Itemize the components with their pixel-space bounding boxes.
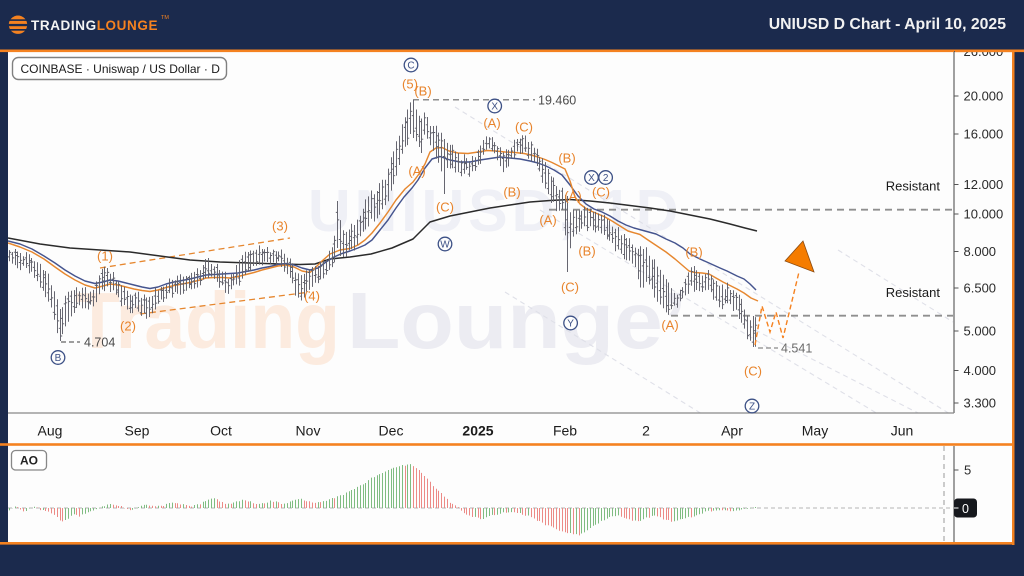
svg-text:Apr: Apr	[721, 423, 743, 439]
svg-text:(C): (C)	[436, 200, 454, 215]
svg-text:(C): (C)	[561, 280, 579, 295]
svg-text:AO: AO	[20, 454, 38, 468]
svg-text:COINBASE · Uniswap / US Dollar: COINBASE · Uniswap / US Dollar · D	[21, 62, 221, 76]
svg-text:10.000: 10.000	[964, 207, 1004, 222]
svg-text:(C): (C)	[515, 120, 533, 135]
svg-text:(B): (B)	[558, 151, 575, 166]
svg-text:2: 2	[642, 423, 650, 439]
svg-text:Trading: Trading	[75, 276, 340, 365]
svg-text:X: X	[588, 173, 595, 184]
svg-text:(B): (B)	[503, 185, 520, 200]
svg-text:(4): (4)	[304, 289, 320, 304]
svg-text:Lounge’: Lounge’	[347, 276, 687, 365]
svg-text:UNIUSD D Chart - April 10, 202: UNIUSD D Chart - April 10, 2025	[769, 16, 1007, 33]
svg-text:Y: Y	[567, 319, 574, 330]
svg-text:2: 2	[603, 173, 609, 184]
svg-text:4.000: 4.000	[964, 363, 997, 378]
svg-text:3.300: 3.300	[964, 396, 997, 411]
svg-text:C: C	[407, 61, 414, 72]
svg-text:6.500: 6.500	[964, 281, 997, 296]
svg-text:(A): (A)	[564, 189, 581, 204]
svg-text:(A): (A)	[408, 164, 425, 179]
svg-text:(1): (1)	[97, 249, 113, 264]
svg-text:(B): (B)	[685, 245, 702, 260]
svg-text:Sep: Sep	[125, 423, 150, 439]
svg-text:Jun: Jun	[891, 423, 914, 439]
svg-text:Aug: Aug	[38, 423, 63, 439]
svg-text:(B): (B)	[414, 84, 431, 99]
svg-text:20.000: 20.000	[964, 89, 1004, 104]
svg-text:UNIUSD, 1D: UNIUSD, 1D	[308, 178, 682, 244]
svg-text:(C): (C)	[744, 364, 762, 379]
svg-text:Resistant: Resistant	[886, 179, 941, 194]
svg-text:(A): (A)	[483, 116, 500, 131]
svg-text:B: B	[55, 353, 62, 364]
svg-text:4.541: 4.541	[781, 342, 812, 356]
svg-text:(C): (C)	[592, 185, 610, 200]
svg-text:0: 0	[962, 502, 969, 516]
svg-text:Z: Z	[749, 402, 755, 413]
svg-text:5: 5	[964, 463, 971, 478]
svg-text:19.460: 19.460	[538, 94, 576, 108]
svg-text:TM: TM	[161, 15, 169, 21]
svg-text:16.000: 16.000	[964, 127, 1004, 142]
svg-text:5.000: 5.000	[964, 324, 997, 339]
svg-text:X: X	[491, 102, 498, 113]
svg-text:Resistant: Resistant	[886, 285, 941, 300]
svg-text:(2): (2)	[120, 319, 136, 334]
svg-text:(A): (A)	[661, 318, 678, 333]
svg-text:(5): (5)	[402, 77, 418, 92]
svg-text:Feb: Feb	[553, 423, 577, 439]
svg-text:Nov: Nov	[296, 423, 321, 439]
svg-text:May: May	[802, 423, 828, 439]
svg-text:(3): (3)	[272, 219, 288, 234]
svg-text:W: W	[440, 240, 450, 251]
svg-text:TRADINGLOUNGE: TRADINGLOUNGE	[31, 18, 158, 33]
svg-text:2025: 2025	[462, 423, 493, 439]
svg-text:4.704: 4.704	[84, 336, 115, 350]
svg-text:8.000: 8.000	[964, 244, 997, 259]
svg-text:Dec: Dec	[379, 423, 404, 439]
svg-text:Oct: Oct	[210, 423, 232, 439]
svg-text:(A): (A)	[539, 213, 556, 228]
svg-text:12.000: 12.000	[964, 177, 1004, 192]
svg-text:(B): (B)	[578, 244, 595, 259]
